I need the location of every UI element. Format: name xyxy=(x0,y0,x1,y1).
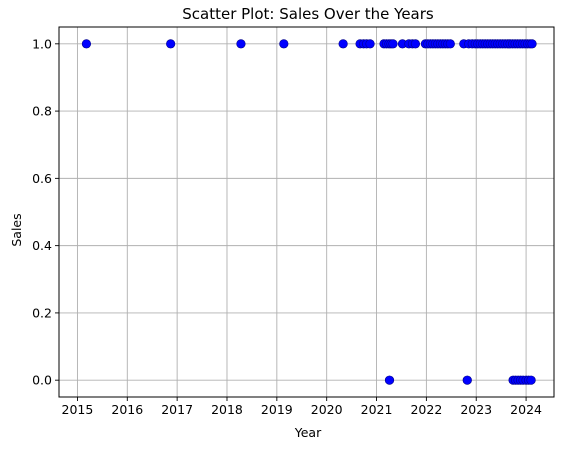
x-tick-label: 2023 xyxy=(460,402,492,417)
scatter-point xyxy=(410,39,421,49)
y-tick-label: 0.2 xyxy=(32,305,52,320)
scatter-point xyxy=(526,375,536,385)
scatter-point xyxy=(365,39,375,49)
scatter-point xyxy=(279,39,289,49)
y-tick-label: 0.0 xyxy=(32,373,52,388)
scatter-point xyxy=(166,39,176,49)
scatter-point xyxy=(384,375,395,385)
scatter-point xyxy=(527,39,537,49)
x-tick-label: 2019 xyxy=(261,402,293,417)
x-tick-label: 2018 xyxy=(211,402,243,417)
axes-frame xyxy=(58,26,555,398)
scatter-point xyxy=(445,39,455,49)
x-tick-label: 2020 xyxy=(311,402,343,417)
x-axis-ticks: 2015 2016 2017 2018 2019 2020 2021 2022 2023 2024 xyxy=(62,397,542,417)
y-tick-label: 0.6 xyxy=(32,171,52,186)
x-tick-label: 2022 xyxy=(410,402,442,417)
scatter-point xyxy=(462,375,472,385)
x-tick-label: 2021 xyxy=(361,402,393,417)
y-tick-label: 1.0 xyxy=(32,36,52,51)
chart-title: Scatter Plot: Sales Over the Years xyxy=(182,5,434,23)
x-tick-label: 2017 xyxy=(161,402,193,417)
scatter-point xyxy=(388,39,398,49)
x-axis-label: Year xyxy=(294,425,322,440)
scatter-point xyxy=(236,39,246,49)
x-tick-label: 2016 xyxy=(111,402,143,417)
data-points xyxy=(81,39,537,385)
y-tick-label: 0.4 xyxy=(32,238,52,253)
y-axis-label: Sales xyxy=(9,213,24,246)
x-tick-label: 2015 xyxy=(62,402,94,417)
grid-lines xyxy=(59,27,554,397)
y-tick-label: 0.8 xyxy=(32,104,52,119)
scatter-point xyxy=(338,39,348,49)
x-tick-label: 2024 xyxy=(510,402,542,417)
scatter-point xyxy=(81,39,92,49)
y-axis-ticks: 0.0 0.2 0.4 0.6 0.8 1.0 xyxy=(32,36,59,388)
